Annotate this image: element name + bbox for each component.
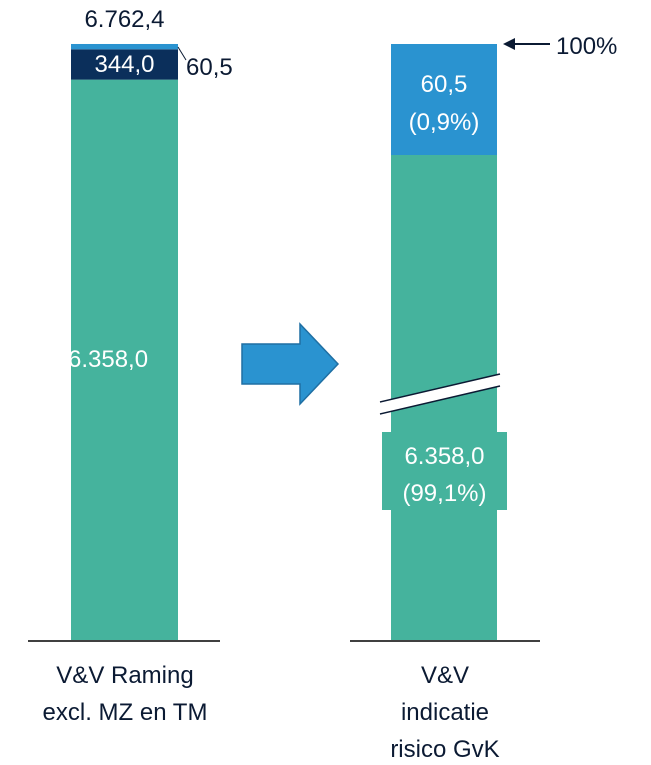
total-label: 6.762,4 [84, 6, 165, 33]
axis-break-line [379, 385, 501, 415]
transition-arrow [241, 322, 340, 406]
axis-break [380, 374, 500, 414]
category-label: V&V Raming excl. MZ en TM [42, 662, 208, 726]
bar-segment [71, 43, 178, 50]
value-label: 6.358,0 [404, 443, 485, 470]
annotation-arrowhead [503, 38, 515, 50]
axis-break-line [379, 373, 501, 403]
bar-segment [71, 79, 178, 641]
value-label: 60,5 [186, 54, 233, 81]
value-label: 60,5 [420, 71, 468, 98]
leader-line [177, 46, 187, 61]
annotation: 100% [556, 33, 618, 60]
label-background [382, 432, 507, 510]
category-label: V&V indicatie risico GvK [390, 662, 500, 763]
value-label: 6.358,0 [68, 345, 149, 373]
bar-segment [391, 44, 497, 155]
value-label: 344,0 [94, 51, 155, 79]
share-label: (0,9%) [408, 109, 480, 136]
share-label: (99,1%) [402, 480, 487, 507]
bar-segment [71, 49, 178, 80]
